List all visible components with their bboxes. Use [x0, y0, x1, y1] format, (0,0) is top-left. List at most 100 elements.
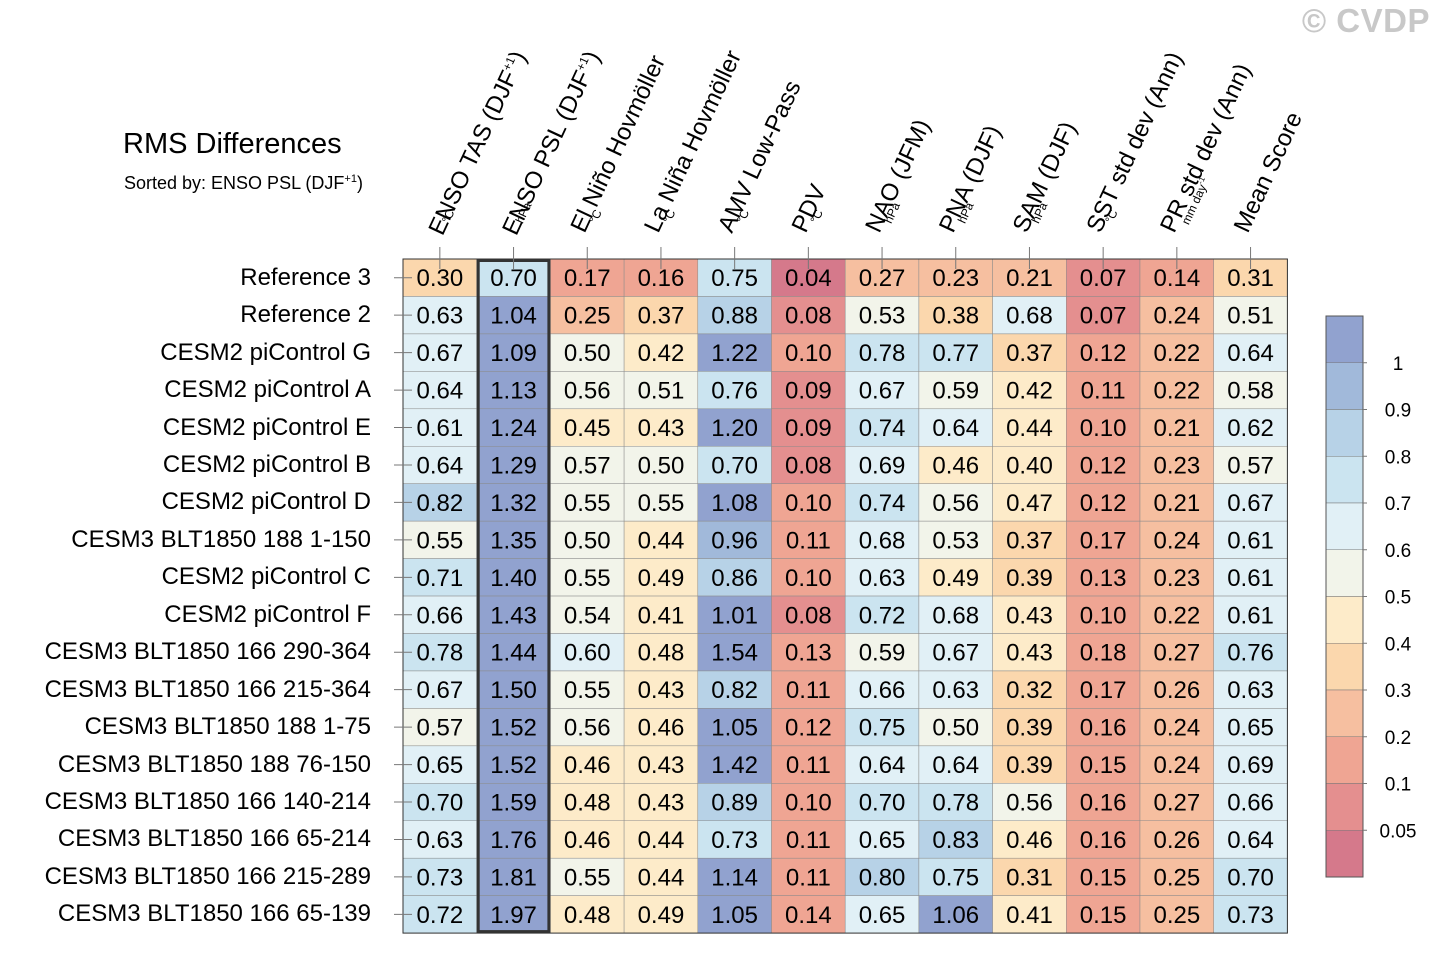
cell-value-label: 0.18 [1080, 640, 1127, 667]
cell-value-label: 0.43 [1006, 640, 1053, 667]
cell-value-label: 1.05 [711, 715, 758, 742]
cell-value-label: 0.63 [932, 677, 979, 704]
heatmap-cell [402, 296, 477, 335]
colorbar-bin [1325, 456, 1364, 504]
cell-value-label: 0.70 [1227, 864, 1274, 891]
cell-value-label: 0.50 [564, 340, 611, 367]
cell-value-label: 0.96 [711, 527, 758, 554]
heatmap-cell [1213, 408, 1288, 447]
cell-value-label: 0.78 [416, 640, 463, 667]
heatmap-cell [1139, 783, 1214, 821]
cell-value-label: 0.46 [1006, 827, 1053, 854]
heatmap-cell [992, 745, 1067, 784]
cell-value-label: 0.13 [785, 640, 832, 667]
colorbar-bin [1325, 502, 1364, 550]
heatmap-cell [1213, 670, 1288, 709]
cell-value-label: 0.11 [786, 864, 831, 891]
heatmap-cell [697, 371, 772, 410]
cell-value-label: 0.55 [564, 677, 611, 704]
heatmap-cell [697, 446, 772, 484]
cell-value-label: 0.55 [638, 490, 685, 517]
cell-value-label: 0.89 [711, 790, 758, 817]
heatmap-cell [476, 895, 551, 934]
heatmap-cell [697, 296, 772, 335]
heatmap-cell [623, 857, 699, 896]
heatmap-cell [918, 745, 993, 784]
heatmap-cell [1213, 895, 1288, 934]
heatmap-cell [476, 745, 551, 784]
cell-value-label: 1.05 [711, 902, 758, 929]
cell-value-label: 0.66 [1227, 790, 1274, 817]
colorbar-tick-label: 0.05 [1380, 821, 1417, 842]
heatmap-cell [1066, 708, 1141, 747]
cell-value-label: 0.53 [859, 303, 906, 330]
heatmap-cell [476, 520, 551, 559]
heatmap-cell [1066, 895, 1141, 934]
heatmap-cell [918, 633, 993, 672]
heatmap-cell [1139, 633, 1214, 672]
heatmap-cell [1139, 483, 1214, 522]
colorbar-bin [1325, 549, 1364, 597]
heatmap-cell [771, 895, 846, 934]
cell-value-label: 0.82 [416, 490, 463, 517]
heatmap-cell [402, 408, 477, 447]
cell-value-label: 0.76 [711, 378, 758, 405]
heatmap-cell [1213, 820, 1288, 859]
cell-value-label: 0.70 [490, 265, 537, 292]
heatmap-cell [992, 895, 1067, 934]
cell-value-label: 0.56 [564, 378, 611, 405]
heatmap-cell [550, 296, 625, 335]
heatmap-cell [771, 520, 846, 559]
cell-value-label: 0.57 [416, 715, 463, 742]
heatmap-cell [623, 633, 699, 672]
heatmap-cell [1139, 296, 1214, 335]
cell-value-label: 0.44 [638, 827, 685, 854]
cell-value-label: 0.08 [785, 303, 832, 330]
cell-value-label: 0.67 [416, 340, 463, 367]
heatmap-cell [623, 670, 699, 709]
heatmap-cell [844, 558, 920, 597]
cell-value-label: 0.39 [1006, 715, 1053, 742]
heatmap-cell [402, 783, 477, 821]
heatmap-cell [550, 820, 625, 859]
cell-value-label: 0.43 [638, 677, 685, 704]
cell-value-label: 1.35 [490, 527, 537, 554]
cell-value-label: 0.69 [859, 452, 906, 479]
cell-value-label: 1.43 [490, 602, 537, 629]
cell-value-label: 0.11 [786, 677, 831, 704]
cell-value-label: 0.04 [785, 265, 832, 292]
heatmap-cell [771, 820, 846, 859]
cell-value-label: 0.73 [1227, 902, 1274, 929]
cell-value-label: 0.10 [1080, 602, 1127, 629]
cell-value-label: 0.68 [859, 527, 906, 554]
cell-value-label: 0.76 [1227, 640, 1274, 667]
cell-value-label: 0.16 [638, 265, 685, 292]
cell-value-label: 0.14 [785, 902, 832, 929]
cell-value-label: 0.59 [859, 640, 906, 667]
cell-value-label: 0.30 [416, 265, 463, 292]
cell-value-label: 1.52 [490, 715, 537, 742]
colorbar-bin [1325, 830, 1364, 878]
heatmap-cell [992, 520, 1067, 559]
subtitle-text: Sorted by: ENSO PSL (DJF [124, 173, 345, 193]
heatmap-cell [918, 520, 993, 559]
heatmap-cell [402, 895, 477, 934]
cell-value-label: 0.68 [932, 602, 979, 629]
row-label: CESM3 BLT1850 188 76-150 [57, 750, 371, 778]
heatmap-cell [402, 371, 477, 410]
cell-value-label: 0.11 [786, 752, 831, 779]
cell-value-label: 0.82 [711, 677, 758, 704]
row-label: CESM2 piControl D [161, 488, 371, 516]
cell-value-label: 0.73 [416, 864, 463, 891]
cell-value-label: 0.72 [859, 602, 906, 629]
cell-value-label: 0.86 [711, 565, 758, 592]
cell-value-label: 0.10 [785, 565, 832, 592]
cell-value-label: 1.09 [490, 340, 537, 367]
heatmap-cell [1213, 520, 1288, 559]
heatmap-cell [697, 520, 772, 559]
row-label: CESM3 BLT1850 166 140-214 [44, 788, 371, 816]
heatmap-cell [918, 783, 993, 821]
cell-value-label: 0.07 [1080, 265, 1127, 292]
row-label: Reference 3 [240, 263, 371, 291]
